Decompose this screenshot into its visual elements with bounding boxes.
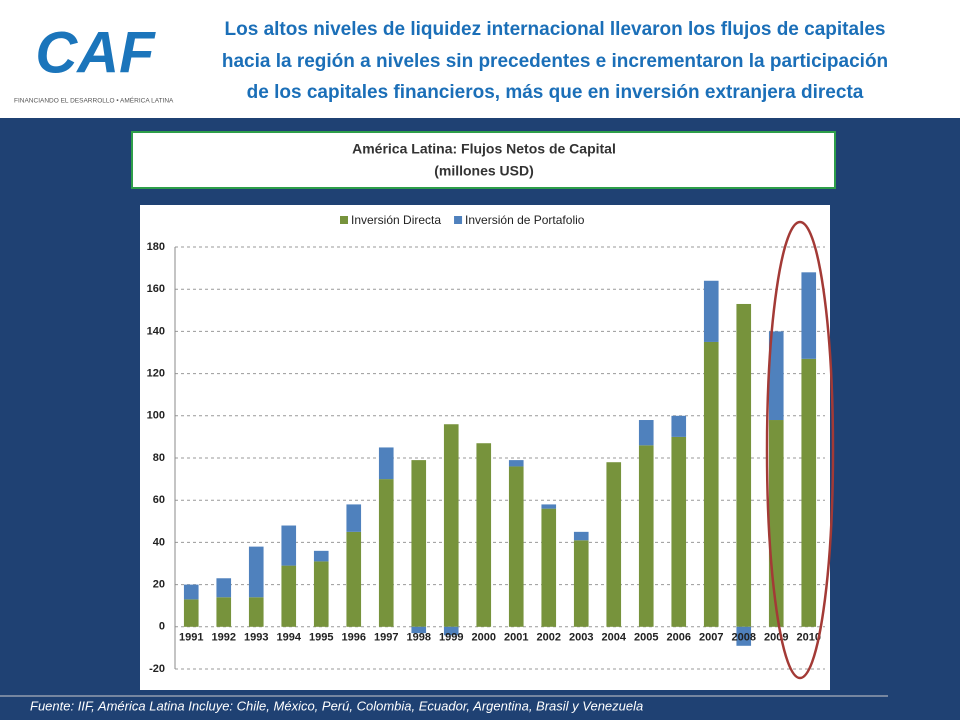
x-tick-label: 2004 [602,632,627,644]
bar-segment [736,626,752,646]
bar-segment [768,420,784,627]
x-tick-label: 2007 [699,632,723,644]
bar-segment [378,479,394,627]
x-tick-label: 2008 [732,632,756,644]
bar-segment [541,504,557,509]
bar-segment [508,466,524,627]
y-tick-label: 80 [153,452,165,464]
bar-segment [541,508,557,627]
bar-segment [671,415,687,437]
bar-segment [703,280,719,342]
bar-segment [573,531,589,541]
y-tick-label: 40 [153,536,165,548]
bar-segment [248,546,264,598]
legend-swatch [454,216,463,224]
title-line: Los altos niveles de liquidez internacio… [225,19,886,40]
bar-segment [768,331,784,421]
bar-segment [671,436,687,627]
bar-segment [606,462,622,627]
header-band [0,0,960,118]
legend-label: Inversión Directa [351,213,441,227]
x-tick-label: 2006 [667,632,691,644]
bar-segment [573,540,589,627]
bar-segment [183,599,199,627]
x-tick-label: 2003 [569,632,593,644]
x-tick-label: 1994 [277,632,302,644]
bar-segment [183,584,199,600]
x-tick-label: 1993 [244,632,268,644]
y-tick-label: 180 [147,241,165,253]
bar-segment [443,424,459,627]
x-tick-label: 1998 [407,632,431,644]
source-note: Fuente: IIF, América Latina Incluye: Chi… [30,698,643,713]
bar-segment [313,550,329,562]
x-tick-label: 2010 [797,632,821,644]
bar-segment [801,272,817,359]
bar-segment [476,443,492,627]
x-tick-label: 2001 [504,632,528,644]
bar-segment [443,626,459,636]
title-line: hacia la región a niveles sin precedente… [222,51,888,72]
x-tick-label: 1992 [212,632,236,644]
bar-segment [411,626,427,634]
bar-segment [411,460,427,627]
x-tick-label: 1991 [179,632,203,644]
x-tick-label: 2000 [472,632,496,644]
legend-label: Inversión de Portafolio [465,213,585,227]
x-tick-label: 2009 [764,632,788,644]
bar-segment [703,341,719,627]
bar-segment [638,420,654,446]
bar-segment [216,578,232,598]
y-tick-label: -20 [149,663,165,675]
chart-subtitle: (millones USD) [434,163,534,179]
bar-segment [378,447,394,480]
chart-title-box [131,131,836,189]
bar-segment [281,565,297,627]
title-line: de los capitales financieros, más que en… [247,82,864,103]
chart-title: América Latina: Flujos Netos de Capital [352,141,616,157]
x-tick-label: 1999 [439,632,463,644]
y-tick-label: 100 [147,410,165,422]
y-tick-label: 160 [147,283,165,295]
bar-segment [801,358,817,627]
bar-segment [248,597,264,627]
logo-tagline: FINANCIANDO EL DESARROLLO • AMÉRICA LATI… [14,96,174,105]
x-tick-label: 2005 [634,632,658,644]
y-tick-label: 60 [153,494,165,506]
y-tick-label: 140 [147,325,165,337]
legend-swatch [340,216,348,224]
bar-segment [638,445,654,627]
x-tick-label: 1997 [374,632,398,644]
y-tick-label: 20 [153,579,165,591]
bar-segment [281,525,297,566]
x-tick-label: 2002 [537,632,561,644]
highlight-ellipse [765,220,835,680]
x-tick-label: 1996 [342,632,366,644]
y-tick-label: 120 [147,368,165,380]
bar-segment [313,561,329,627]
bar-segment [346,504,362,532]
bar-segment [508,460,524,467]
bar-segment [346,531,362,627]
bar-segment [216,597,232,627]
y-tick-label: 0 [159,621,165,633]
x-tick-label: 1995 [309,632,333,644]
bar-segment [736,303,752,627]
logo-mark: CAF [35,20,156,85]
